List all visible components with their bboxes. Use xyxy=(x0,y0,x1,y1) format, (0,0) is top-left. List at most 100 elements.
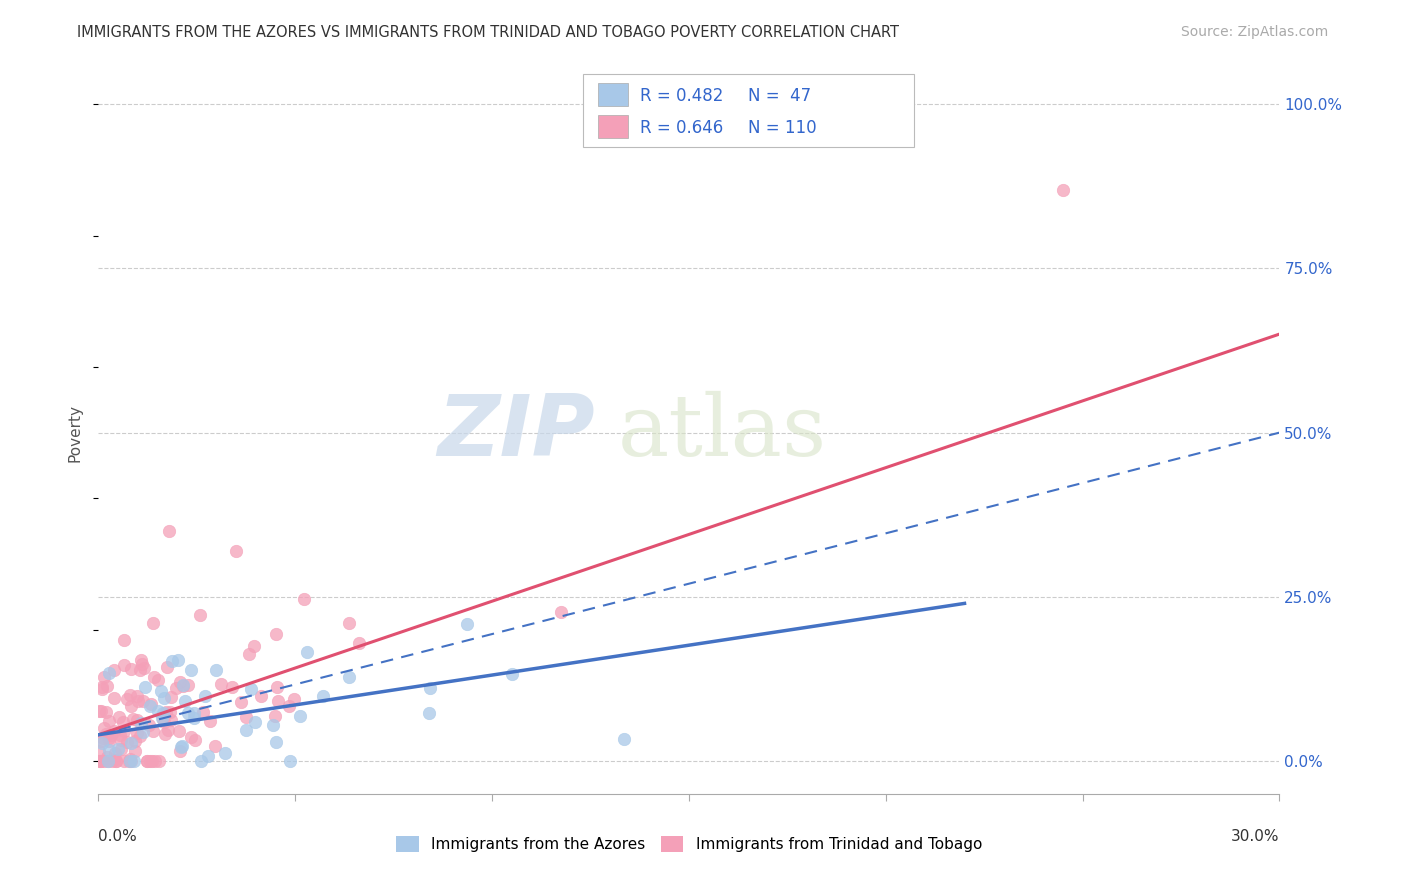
Point xyxy=(204,739,226,753)
Point xyxy=(250,689,273,703)
Text: Source: ZipAtlas.com: Source: ZipAtlas.com xyxy=(1181,25,1329,39)
Point xyxy=(156,660,179,674)
Point xyxy=(100,728,122,742)
Point xyxy=(197,749,219,764)
Point xyxy=(89,704,111,718)
Point xyxy=(242,639,264,653)
Point xyxy=(112,724,135,739)
Point xyxy=(156,723,179,737)
Point xyxy=(165,681,187,695)
Point xyxy=(125,726,148,740)
Point xyxy=(170,740,193,755)
Point xyxy=(157,524,180,538)
Point xyxy=(121,662,143,676)
Point xyxy=(97,734,120,748)
Point xyxy=(120,688,142,702)
Point xyxy=(118,754,141,768)
Point xyxy=(104,746,127,760)
Text: R = 0.482: R = 0.482 xyxy=(640,87,723,104)
Point xyxy=(183,711,205,725)
Point xyxy=(103,691,125,706)
Point xyxy=(152,706,174,721)
Point xyxy=(139,699,162,714)
Point xyxy=(103,753,125,767)
Point xyxy=(96,749,118,764)
Point xyxy=(172,679,194,693)
Point xyxy=(153,727,176,741)
Point xyxy=(211,677,233,691)
Point xyxy=(129,730,152,744)
Point xyxy=(129,652,152,666)
Point xyxy=(170,739,193,754)
Point xyxy=(180,664,202,678)
Point xyxy=(169,744,191,758)
Point xyxy=(183,706,205,721)
Point xyxy=(98,742,121,756)
Text: IMMIGRANTS FROM THE AZORES VS IMMIGRANTS FROM TRINIDAD AND TOBAGO POVERTY CORREL: IMMIGRANTS FROM THE AZORES VS IMMIGRANTS… xyxy=(77,25,900,40)
Point xyxy=(235,723,257,738)
Point xyxy=(132,724,155,739)
Point xyxy=(347,636,370,650)
Point xyxy=(97,754,120,768)
Point xyxy=(110,742,132,756)
Point xyxy=(160,654,183,668)
Text: atlas: atlas xyxy=(619,391,827,475)
Point xyxy=(110,732,132,747)
Point xyxy=(103,724,125,739)
Point xyxy=(177,706,200,720)
Point xyxy=(235,710,257,724)
Point xyxy=(238,647,260,661)
Point xyxy=(188,607,211,622)
Point xyxy=(418,706,440,720)
Point xyxy=(120,699,142,714)
Point xyxy=(139,697,162,711)
Text: 0.0%: 0.0% xyxy=(98,829,138,844)
Point xyxy=(159,714,181,728)
Point xyxy=(204,663,226,677)
Point xyxy=(264,627,287,641)
Point xyxy=(122,712,145,726)
Point xyxy=(96,680,118,694)
Point xyxy=(108,728,131,742)
Point xyxy=(93,721,115,735)
Point xyxy=(312,689,335,703)
Point xyxy=(136,754,159,768)
Point xyxy=(148,704,170,718)
Point xyxy=(169,675,191,690)
Point xyxy=(115,734,138,748)
Point xyxy=(264,709,287,723)
Point xyxy=(142,724,165,739)
Point xyxy=(142,616,165,631)
Point xyxy=(221,681,243,695)
Point xyxy=(239,682,262,697)
Point xyxy=(153,691,176,706)
Point xyxy=(127,690,149,704)
Point xyxy=(120,752,142,766)
Point xyxy=(107,709,129,723)
Text: R = 0.646: R = 0.646 xyxy=(640,119,723,136)
Point xyxy=(148,754,170,768)
Point xyxy=(98,714,121,728)
Point xyxy=(167,653,190,667)
Point xyxy=(98,731,121,745)
Point xyxy=(112,657,135,672)
Point xyxy=(337,615,360,630)
Text: N =  47: N = 47 xyxy=(748,87,811,104)
Point xyxy=(91,681,114,695)
Point xyxy=(105,754,128,768)
Point xyxy=(115,692,138,706)
Point xyxy=(124,734,146,748)
Point xyxy=(141,754,163,768)
Point xyxy=(96,705,118,719)
Point xyxy=(198,714,221,729)
Point xyxy=(97,665,120,680)
Point xyxy=(136,754,159,768)
Point xyxy=(91,731,114,745)
Point xyxy=(295,644,318,658)
Point xyxy=(90,754,112,768)
Point xyxy=(264,735,287,749)
Point xyxy=(125,713,148,727)
Point xyxy=(112,714,135,729)
Point xyxy=(124,754,146,768)
Point xyxy=(184,732,207,747)
